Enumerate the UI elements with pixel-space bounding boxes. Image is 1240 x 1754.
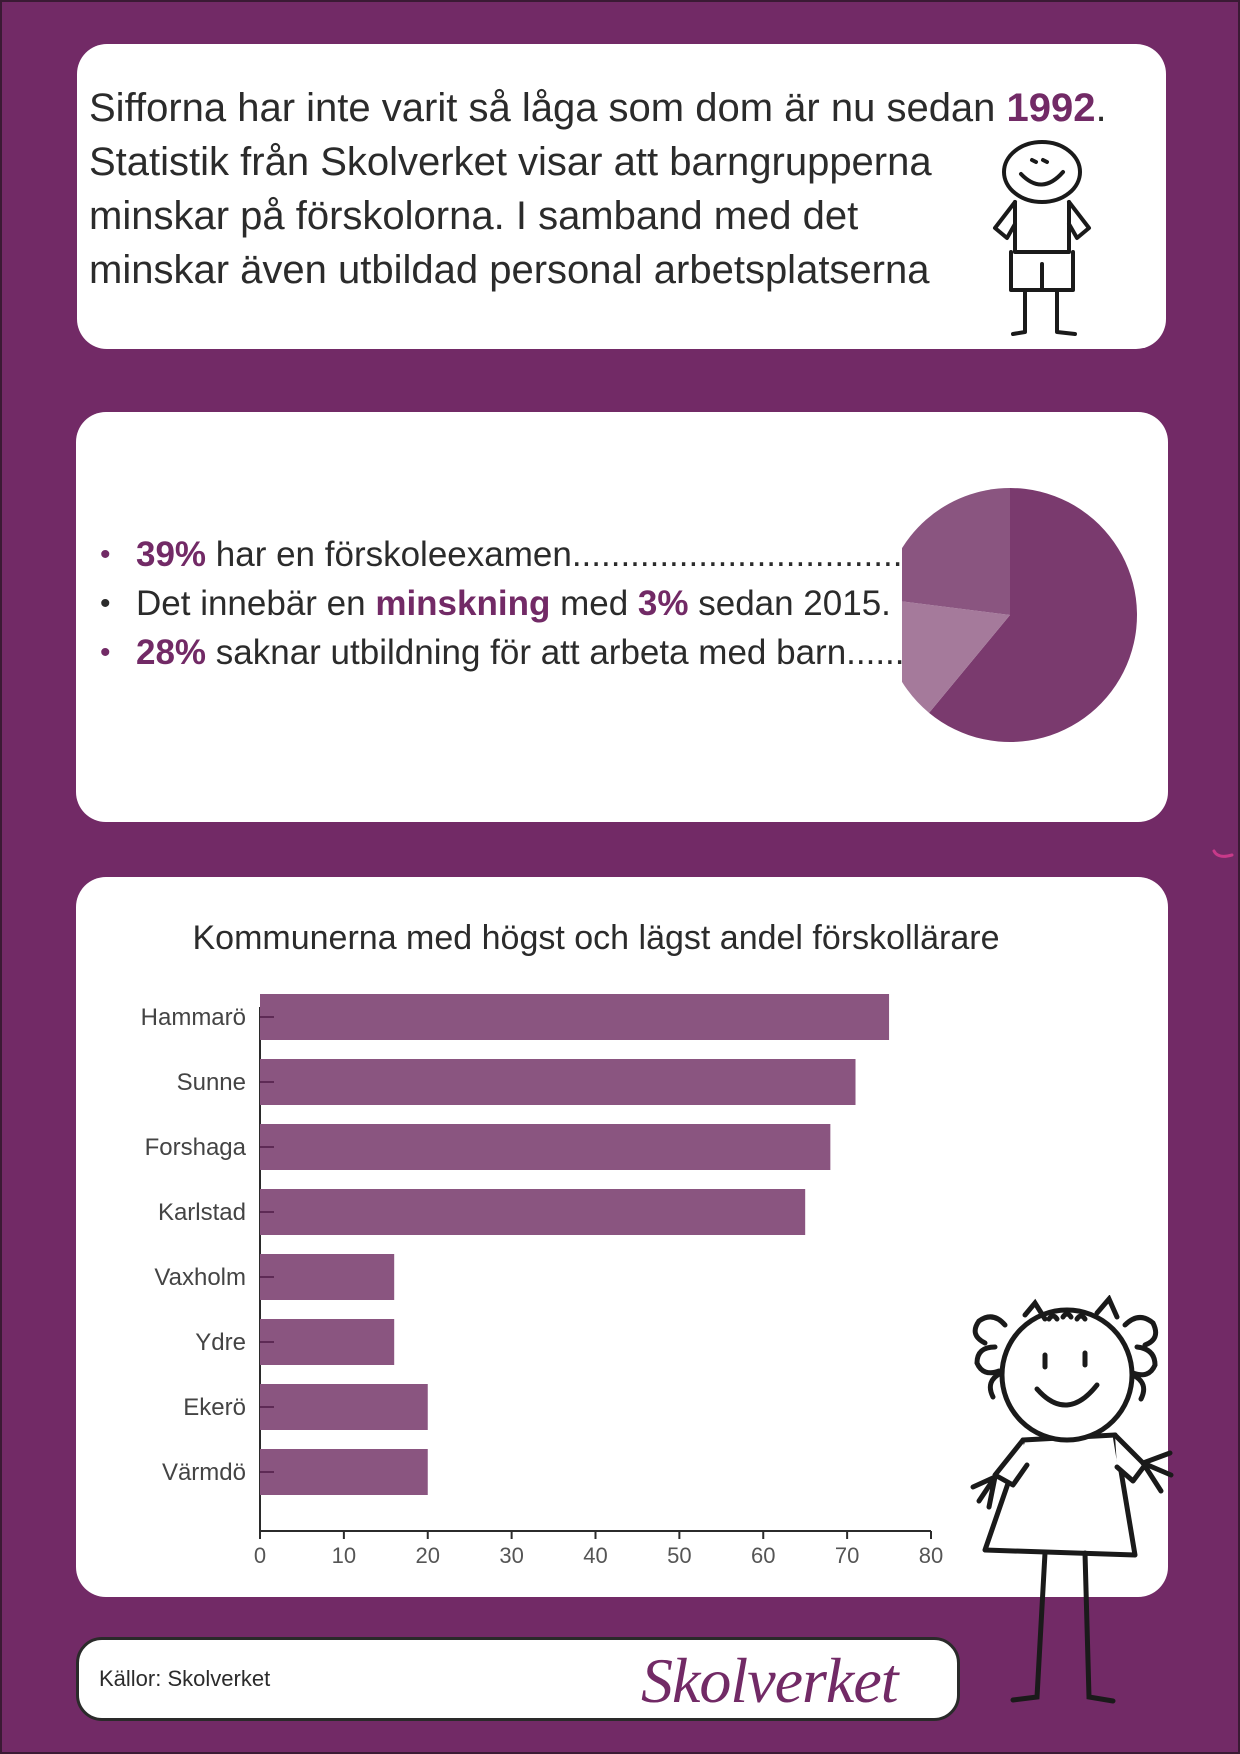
bar-2 [260, 1059, 856, 1105]
source-label: Källor: Skolverket [99, 1666, 271, 1691]
intro-card: Sifforna har inte varit så låga som dom … [77, 44, 1166, 349]
bar-chart: Hammarö Sunne Forshaga Karlstad Vaxholm Ydre E… [141, 994, 943, 1568]
category-label-5: Vaxholm [154, 1264, 246, 1291]
stats-card: • 39% har en förskoleexamen..............… [76, 412, 1168, 822]
pie-slice-1 [929, 488, 1137, 742]
stat-item-2: • Det innebär en minskning med 3% sedan 2… [96, 579, 1107, 628]
intro-year: 1992 [1006, 86, 1096, 130]
pie-slice-2 [902, 601, 1010, 713]
x-tick-label-6: 50 [667, 1543, 691, 1568]
bar-8 [260, 1449, 428, 1495]
bar-6 [260, 1319, 395, 1365]
x-tick-label-2: 10 [332, 1543, 356, 1568]
bar-1 [260, 994, 890, 1040]
x-tick-label-3: 20 [416, 1543, 440, 1568]
chart-title: Kommunerna med högst och lägst andel för… [192, 919, 1000, 957]
x-tick-label-9: 80 [919, 1543, 943, 1568]
x-tick-label-5: 40 [583, 1543, 607, 1568]
x-tick-label-1: 0 [254, 1543, 266, 1568]
stats-list: • 39% har en förskoleexamen..............… [96, 530, 1107, 677]
intro-line-4: minskar även utbildad personal arbetspla… [89, 248, 930, 292]
x-tick-label-8: 70 [835, 1543, 859, 1568]
skolverket-logo: Skolverket [641, 1645, 898, 1716]
category-label-8: Värmdö [162, 1459, 246, 1486]
intro-line-3: minskar på förskolorna. I samband med de… [89, 194, 859, 238]
category-label-6: Ydre [195, 1329, 246, 1356]
source-card: Källor: Skolverket Skolverket [76, 1637, 960, 1721]
chart-card: Kommunerna med högst och lägst andel för… [76, 877, 1168, 1597]
bar-4 [260, 1189, 806, 1235]
corner-mark-icon [1212, 849, 1234, 858]
bar-5 [260, 1254, 395, 1300]
bullet-icon: • [100, 538, 111, 571]
pie-chart [902, 488, 1137, 742]
category-label-4: Karlstad [158, 1199, 246, 1226]
category-label-2: Sunne [177, 1069, 246, 1096]
category-label-3: Forshaga [145, 1134, 247, 1161]
pie-slice-3 [902, 488, 1010, 615]
bullet-icon: • [100, 587, 111, 620]
intro-line-2: Statistik från Skolverket visar att barn… [89, 140, 932, 184]
category-label-1: Hammarö [141, 1004, 246, 1031]
boy-doodle-icon [993, 140, 1091, 336]
bar-7 [260, 1384, 428, 1430]
stat-item-3: • 28% saknar utbildning för att arbeta me… [96, 628, 1107, 677]
category-label-7: Ekerö [183, 1394, 246, 1421]
intro-line-1: Sifforna har inte varit så låga som dom … [89, 86, 1107, 130]
intro-text: Sifforna har inte varit så låga som dom … [89, 81, 1159, 297]
bullet-icon: • [100, 636, 111, 669]
bar-3 [260, 1124, 831, 1170]
x-tick-label-7: 60 [751, 1543, 775, 1568]
girl-doodle-icon [970, 1295, 1174, 1704]
x-tick-label-4: 30 [499, 1543, 523, 1568]
